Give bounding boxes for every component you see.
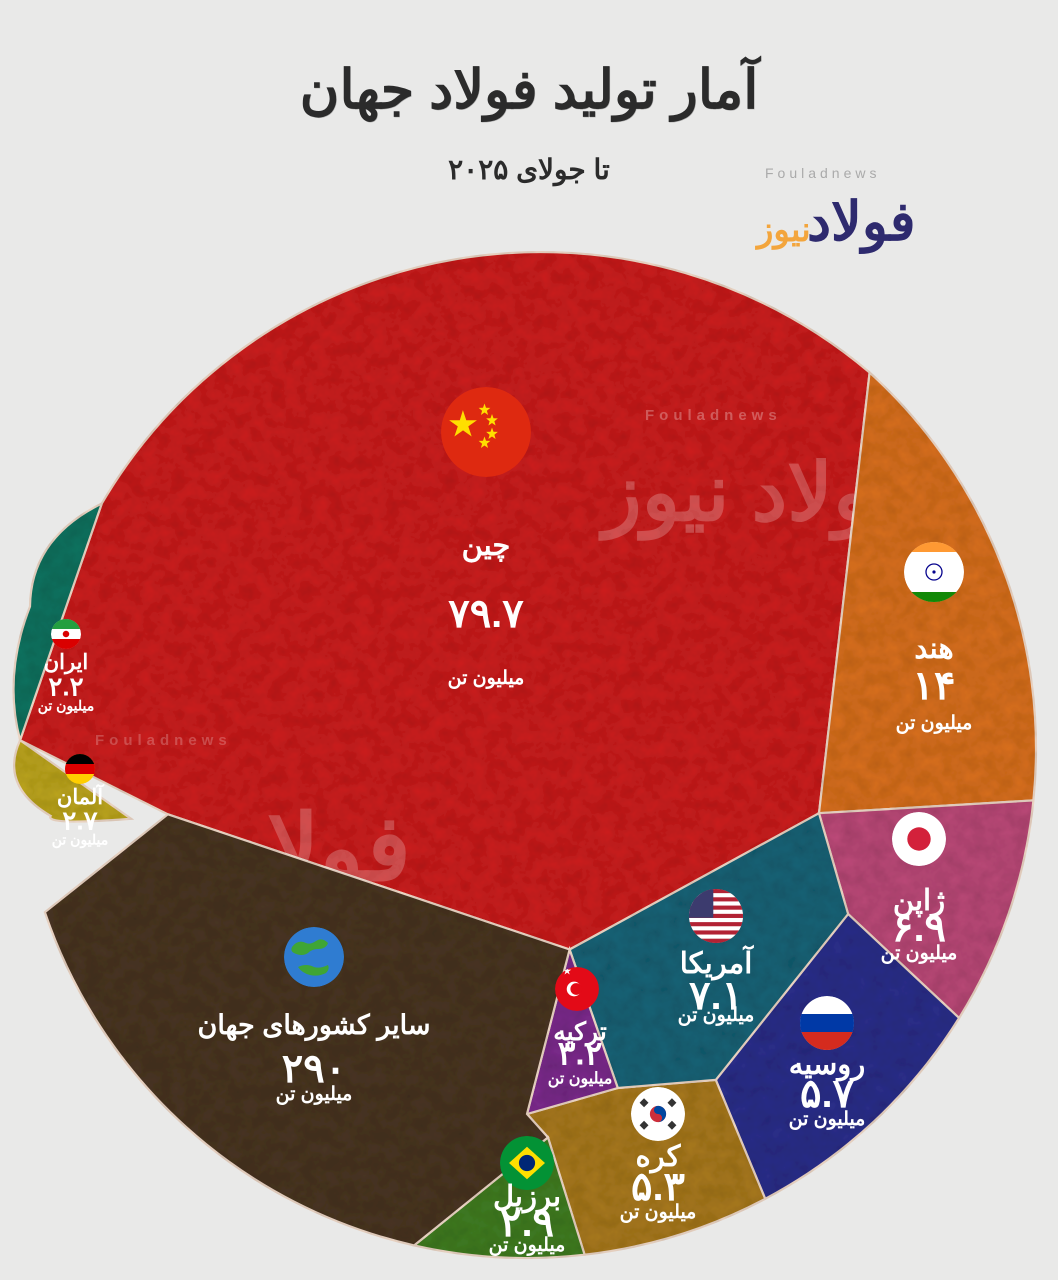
svg-text:Fouladnews: Fouladnews xyxy=(95,732,232,749)
svg-text:Fouladnews: Fouladnews xyxy=(645,407,782,424)
